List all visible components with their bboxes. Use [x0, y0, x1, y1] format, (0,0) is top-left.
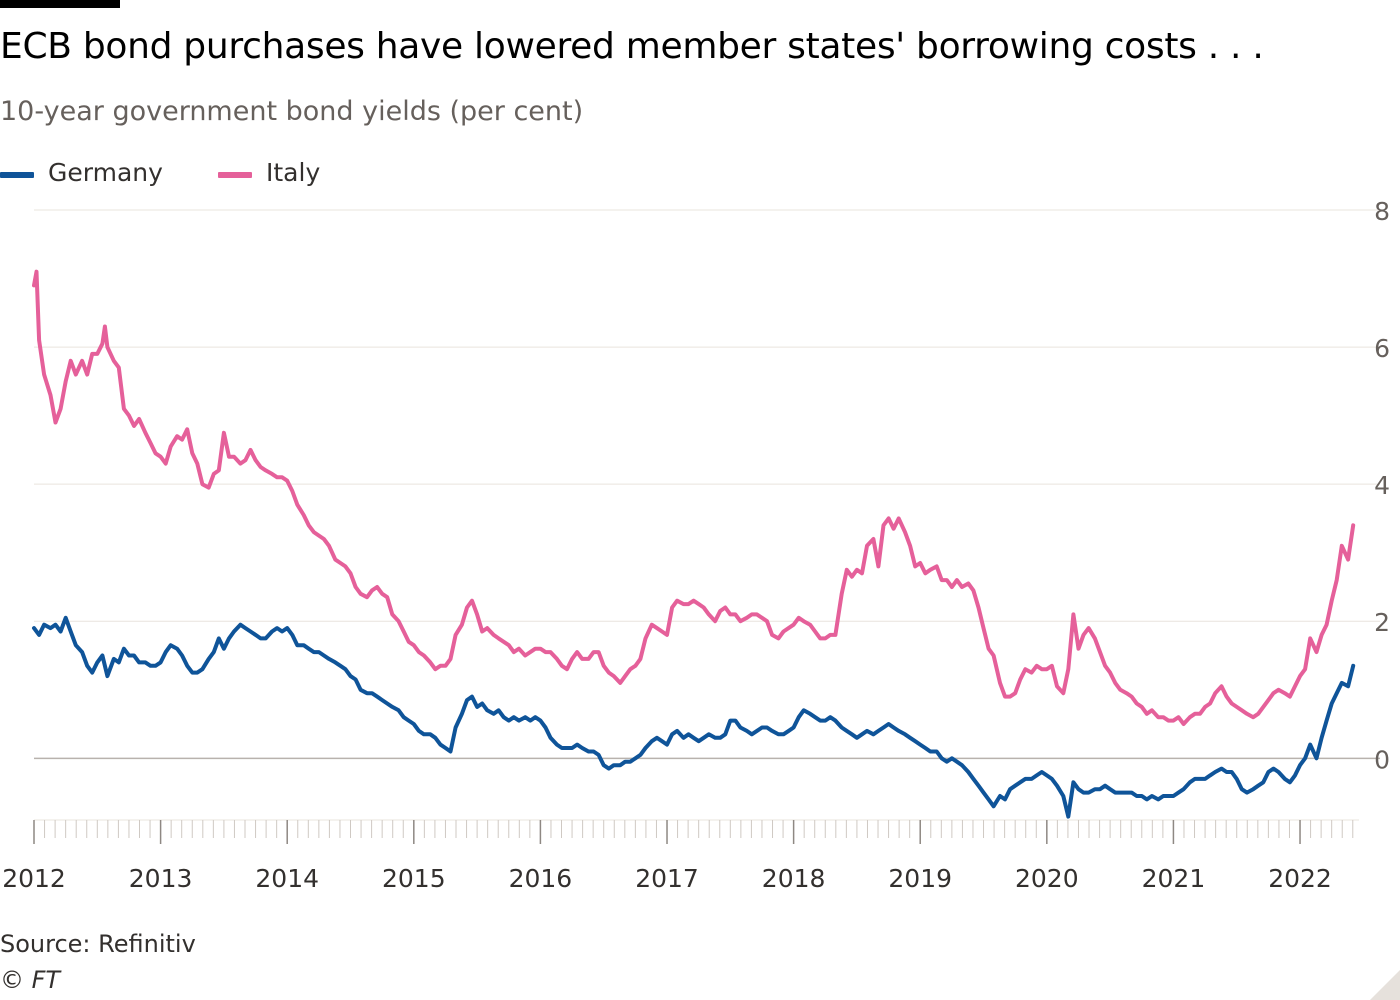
x-tick-label-2020: 2020	[1015, 864, 1079, 893]
copyright: © FT	[0, 966, 61, 994]
y-tick-label-6: 6	[1374, 334, 1390, 363]
line-chart: 2012 2013 2014 2015 2016 2017 2018 2019 2020 2021…	[2, 197, 1390, 893]
source-note: Source: Refinitiv	[0, 930, 196, 958]
x-tick-label-2012: 2012	[2, 864, 66, 893]
y-axis-labels: 0 2 4 6 8	[1374, 197, 1390, 774]
legend-swatch-italy	[218, 172, 252, 178]
chart-title: ECB bond purchases have lowered member s…	[0, 26, 1264, 67]
y-tick-label-2: 2	[1374, 608, 1390, 637]
series-line-italy	[32, 269, 1356, 726]
series-line-germany	[32, 615, 1356, 819]
y-tick-label-0: 0	[1374, 745, 1390, 774]
x-tick-label-2017: 2017	[635, 864, 699, 893]
chart-subtitle: 10-year government bond yields (per cent…	[0, 96, 584, 127]
y-tick-label-4: 4	[1374, 471, 1390, 500]
x-tick-label-2019: 2019	[888, 864, 952, 893]
y-tick-label-8: 8	[1374, 197, 1390, 226]
brand-bar	[0, 0, 120, 8]
legend-swatch-germany	[0, 172, 34, 178]
x-tick-label-2022: 2022	[1268, 864, 1332, 893]
legend-label-italy: Italy	[266, 158, 321, 187]
x-tick-label-2016: 2016	[509, 864, 573, 893]
legend-label-germany: Germany	[48, 158, 163, 187]
x-tick-label-2014: 2014	[255, 864, 319, 893]
x-tick-label-2015: 2015	[382, 864, 446, 893]
x-tick-label-2021: 2021	[1142, 864, 1206, 893]
x-tick-label-2013: 2013	[129, 864, 193, 893]
x-tick-label-2018: 2018	[762, 864, 826, 893]
x-axis: 2012 2013 2014 2015 2016 2017 2018 2019 2020 2021…	[2, 819, 1359, 893]
gridlines	[34, 209, 1380, 760]
series	[32, 269, 1356, 819]
corner-fold	[1370, 970, 1400, 1000]
